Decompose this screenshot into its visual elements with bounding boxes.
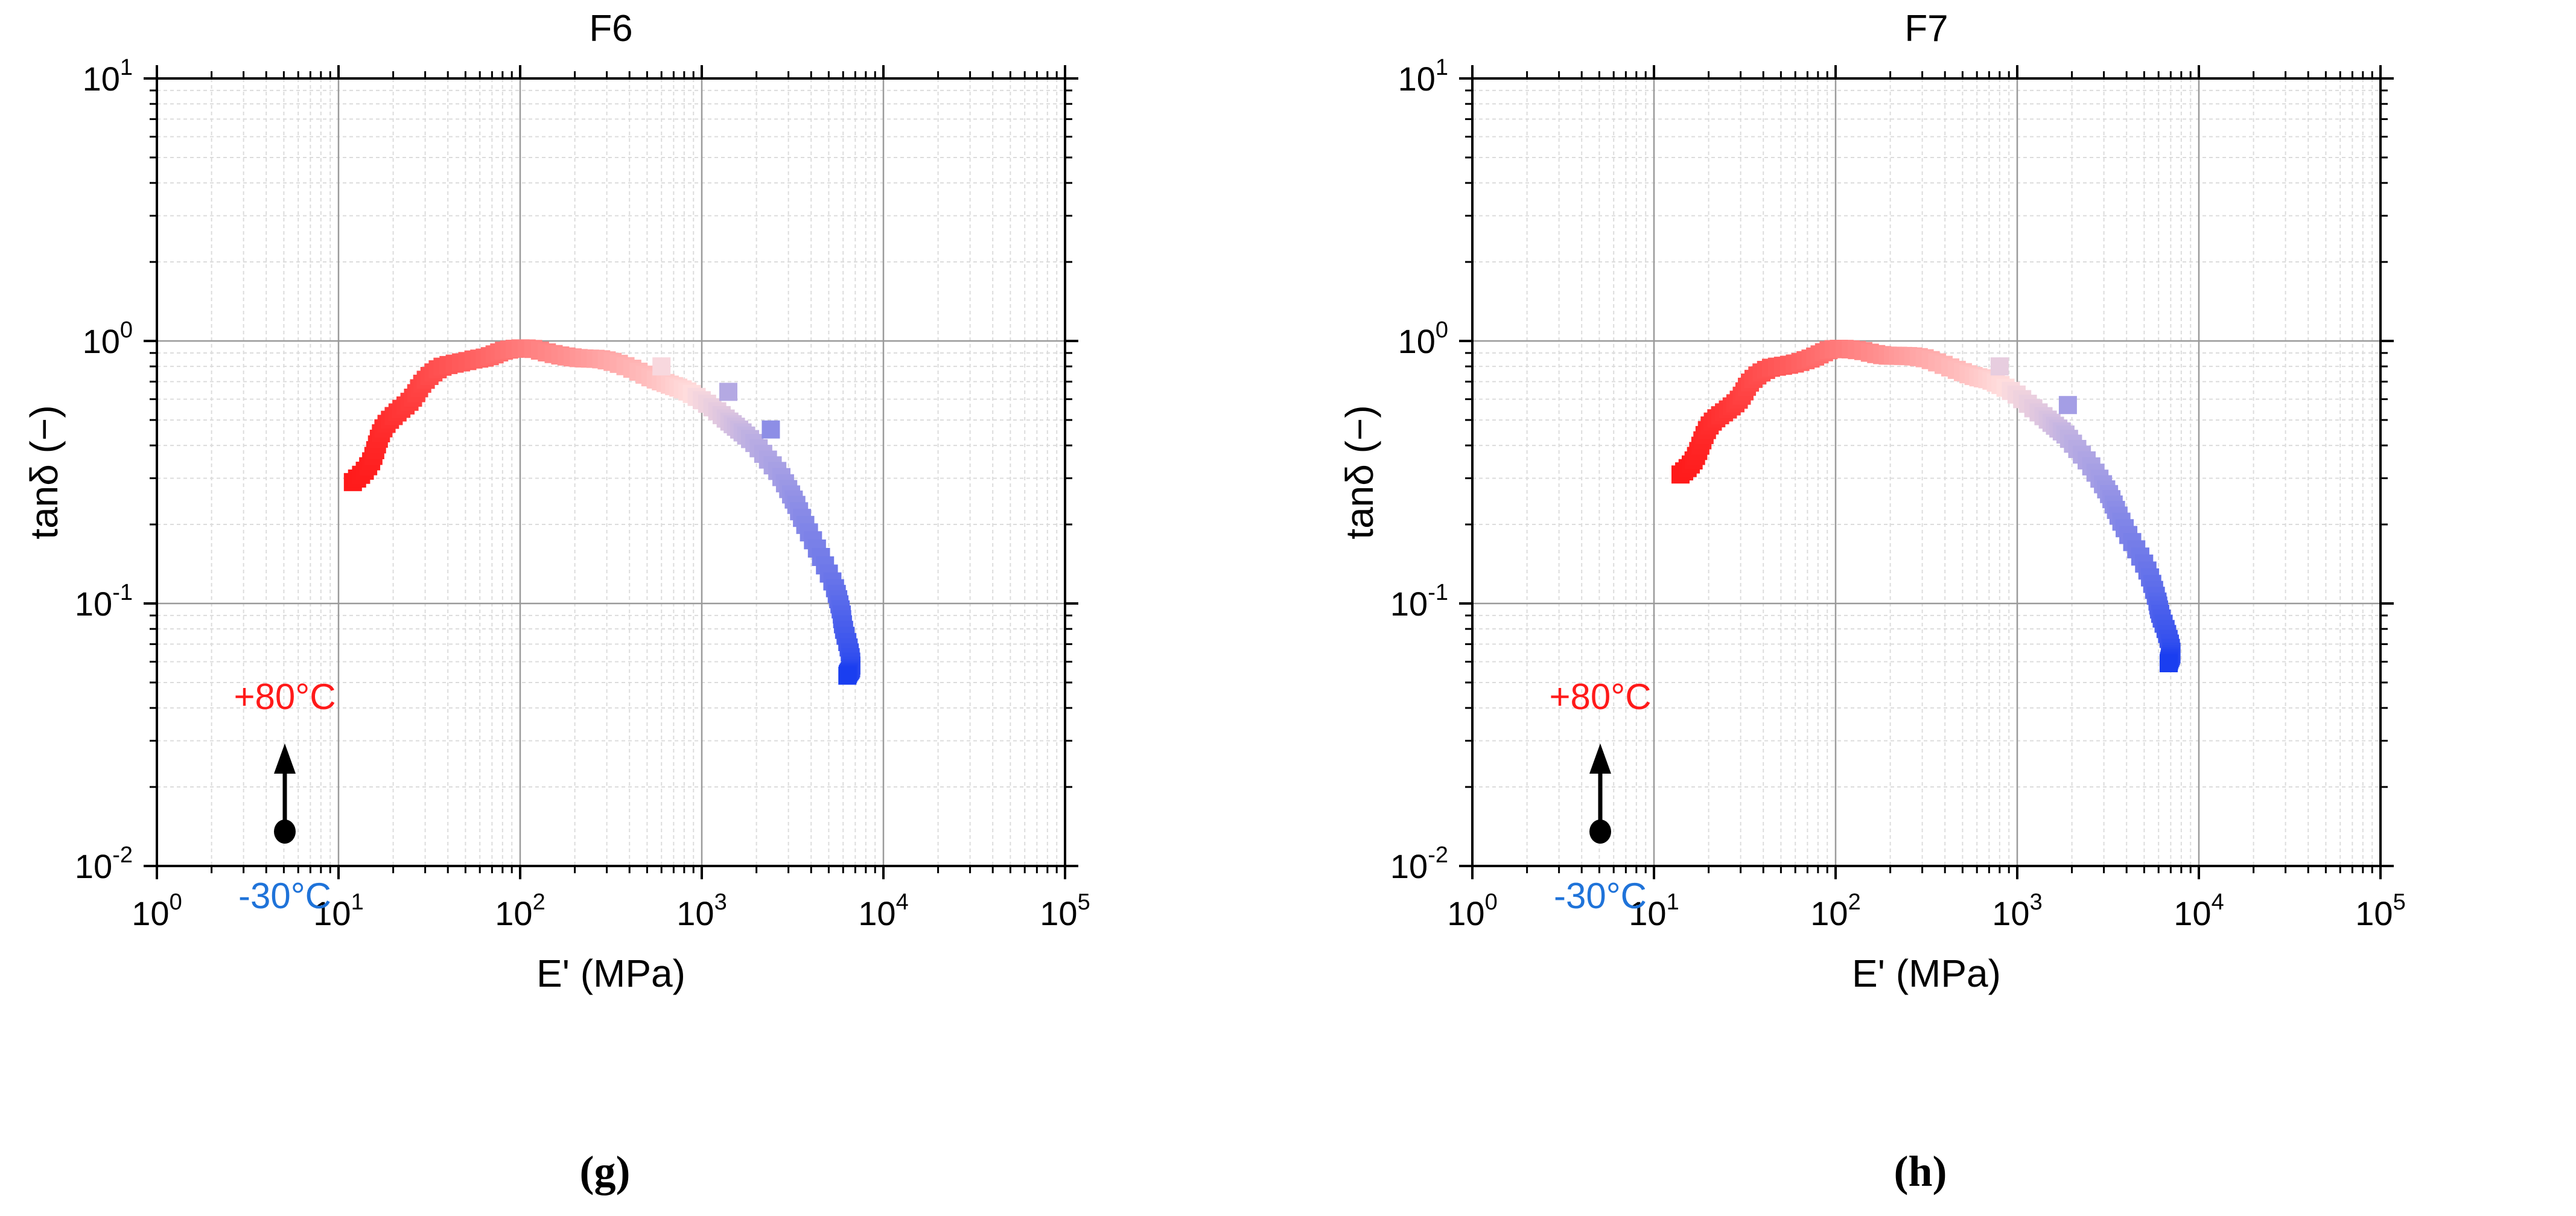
- y-tick-label: 101: [1398, 55, 1448, 98]
- data-series: [343, 339, 860, 685]
- temperature-arrow-origin-icon: [274, 820, 296, 844]
- hot-temperature-label: +80°C: [1549, 676, 1651, 717]
- major-grid: [1472, 78, 2380, 866]
- x-tick-label: 100: [1447, 890, 1497, 932]
- x-tick-label: 103: [676, 890, 727, 932]
- data-point: [1990, 357, 2009, 376]
- temperature-arrow-head-icon: [274, 743, 296, 774]
- x-tick-label: 103: [1992, 890, 2042, 932]
- x-axis-label: E' (MPa): [1852, 952, 2001, 995]
- x-tick-label: 101: [313, 890, 363, 932]
- y-tick-label: 10-2: [75, 842, 133, 885]
- y-axis-label: tanδ (−): [1338, 405, 1381, 539]
- temperature-arrow-origin-icon: [1589, 820, 1611, 844]
- y-axis-label: tanδ (−): [22, 405, 66, 539]
- data-point: [762, 420, 780, 439]
- data-point: [2159, 654, 2178, 672]
- chart-title: F7: [1904, 8, 1948, 49]
- x-tick-label: 104: [858, 890, 908, 932]
- ticks: [1459, 65, 2394, 879]
- x-tick-label: 105: [2355, 890, 2405, 932]
- y-tick-label: 100: [1398, 317, 1448, 360]
- x-tick-label: 102: [1810, 890, 1860, 932]
- x-tick-label: 100: [132, 890, 182, 932]
- y-tick-label: 101: [83, 55, 133, 98]
- data-point: [652, 357, 671, 376]
- y-tick-label: 10-2: [1390, 842, 1448, 885]
- x-tick-label: 102: [495, 890, 545, 932]
- panel-g: 100 101 102 103 104 105 10-2 10-1 100 101 F6 E' (MP…: [22, 8, 1090, 1195]
- plot-frame: [1471, 77, 2382, 867]
- hot-temperature-label: +80°C: [234, 676, 336, 717]
- data-point: [838, 666, 857, 685]
- temperature-arrow-head-icon: [1589, 743, 1611, 774]
- cold-temperature-label: -30°C: [1554, 876, 1647, 916]
- chart-title: F6: [589, 8, 632, 49]
- cold-temperature-label: -30°C: [238, 876, 331, 916]
- x-axis-label: E' (MPa): [536, 952, 685, 995]
- x-tick-label: 101: [1629, 890, 1679, 932]
- x-tick-label: 105: [1040, 890, 1090, 932]
- y-tick-label: 10-1: [75, 580, 133, 623]
- ticks: [144, 65, 1078, 879]
- y-tick-label: 10-1: [1390, 580, 1448, 623]
- panel-caption: (g): [580, 1147, 631, 1195]
- plot-frame: [156, 77, 1066, 867]
- y-tick-label: 100: [83, 317, 133, 360]
- data-point: [2058, 396, 2077, 415]
- major-grid: [157, 78, 1065, 866]
- data-point: [719, 383, 737, 401]
- data-series: [1671, 340, 2181, 672]
- minor-grid: [157, 78, 1065, 866]
- panel-caption: (h): [1894, 1147, 1947, 1195]
- x-tick-label: 104: [2174, 890, 2224, 932]
- panel-h: 100 101 102 103 104 105 10-2 10-1 100 101 F7 E' (MP…: [1338, 8, 2406, 1195]
- minor-grid: [1472, 78, 2380, 866]
